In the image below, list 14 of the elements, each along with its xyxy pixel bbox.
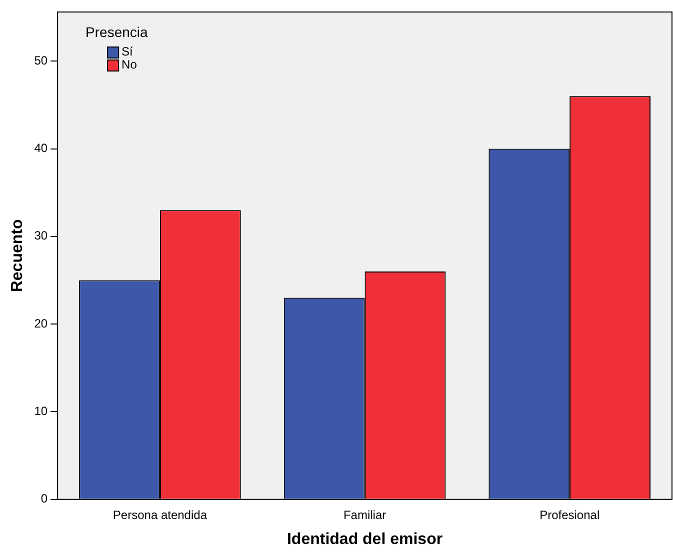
y-tick-label: 50 [34,53,48,68]
y-tick-label: 40 [34,141,48,156]
x-tick-label: Persona atendida [112,508,208,522]
y-tick-label: 30 [34,228,48,243]
x-tick-label: Profesional [540,508,600,522]
legend-title: Presencia [86,24,148,40]
x-tick-label: Familiar [343,508,386,522]
legend-label: No [122,57,138,72]
legend-label: Sí [122,44,134,58]
y-axis-title: Recuento [9,219,26,292]
x-axis-title: Identidad del emisor [286,530,443,548]
y-tick-label: 10 [34,404,48,418]
y-tick-label: 0 [40,492,48,506]
y-tick-label: 20 [34,316,48,330]
